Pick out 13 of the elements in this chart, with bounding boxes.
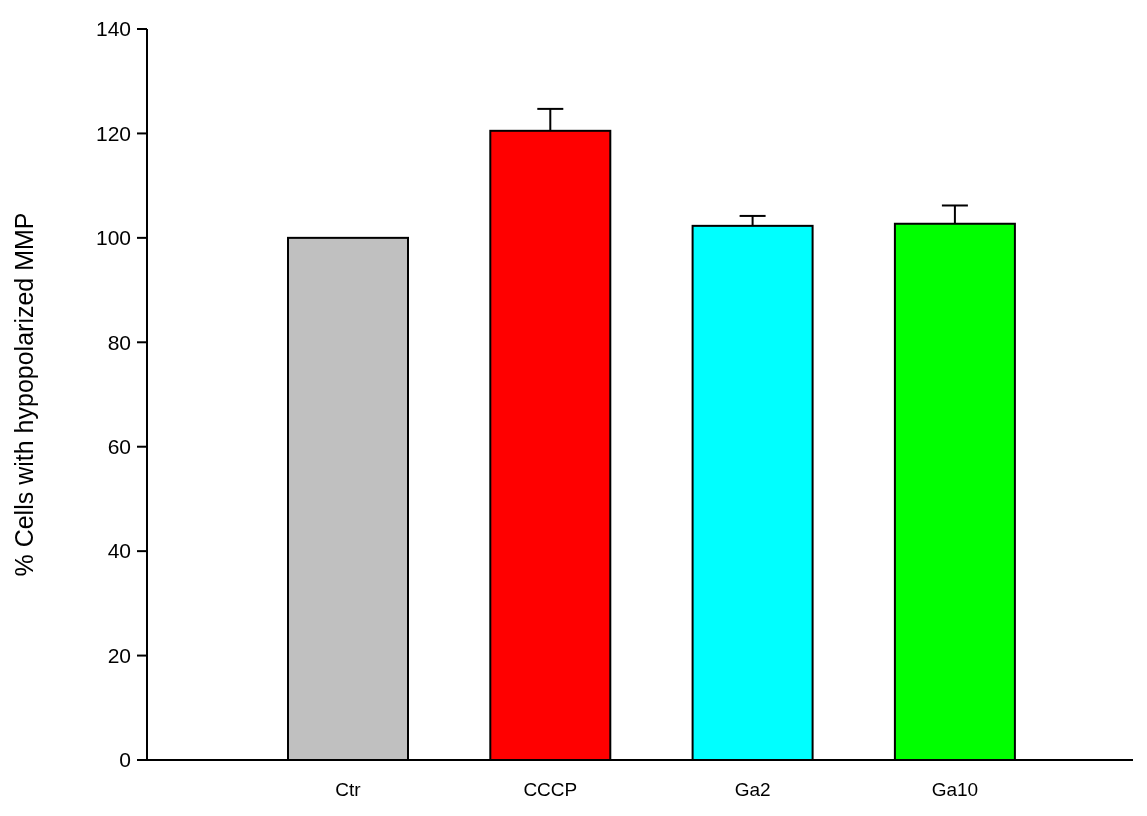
- y-tick-label: 60: [107, 435, 131, 459]
- y-tick-label: 140: [95, 17, 131, 41]
- y-tick-label: 120: [95, 121, 131, 145]
- y-tick-label: 100: [95, 226, 131, 250]
- y-tick-label: 20: [107, 643, 131, 667]
- x-tick-label: Ga10: [931, 779, 979, 800]
- x-tick-label: CCCP: [523, 779, 578, 800]
- x-tick-label: Ga2: [734, 779, 771, 800]
- y-axis-title: % Cells with hypopolarized MMP: [10, 212, 38, 577]
- y-tick-label: 40: [107, 539, 131, 563]
- y-tick-label: 0: [119, 748, 131, 772]
- x-tick-label: Ctr: [335, 779, 362, 800]
- y-tick-label: 80: [107, 330, 131, 354]
